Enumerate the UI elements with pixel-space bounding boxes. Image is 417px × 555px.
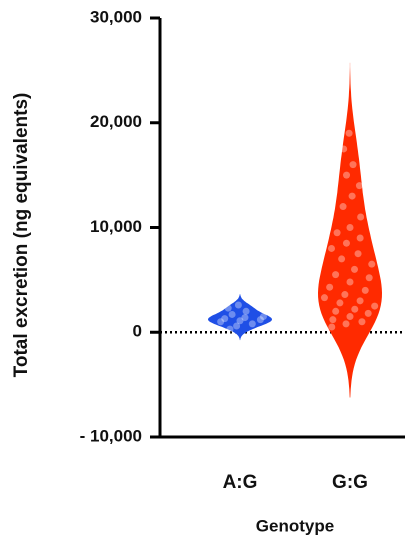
y-tick-label: - 10,000 <box>80 426 142 445</box>
data-point <box>217 318 225 326</box>
data-point <box>346 313 354 321</box>
data-point <box>357 213 365 221</box>
violin <box>208 294 272 341</box>
data-point <box>356 234 364 242</box>
data-point <box>340 145 348 153</box>
data-point <box>354 250 362 258</box>
data-point <box>329 316 337 324</box>
data-point <box>343 171 351 179</box>
data-point <box>342 239 350 247</box>
x-axis-label: Genotype <box>256 516 334 535</box>
data-point <box>248 320 256 328</box>
data-point <box>221 315 229 323</box>
data-point <box>364 309 372 317</box>
data-point <box>338 255 346 263</box>
data-point <box>233 322 241 330</box>
data-point <box>333 229 341 237</box>
y-tick-label: 20,000 <box>90 112 142 131</box>
y-tick-label: 10,000 <box>90 217 142 236</box>
data-point <box>356 297 364 305</box>
data-point <box>349 161 357 169</box>
data-point <box>242 307 250 315</box>
data-point <box>226 325 234 333</box>
data-point <box>332 307 340 315</box>
data-point <box>327 244 335 252</box>
data-point <box>326 283 334 291</box>
violin <box>318 62 382 398</box>
y-tick-label: 0 <box>133 322 142 341</box>
data-point <box>368 260 376 268</box>
data-point <box>336 299 344 307</box>
data-point <box>351 265 359 273</box>
data-point <box>358 318 366 326</box>
y-axis-label: Total excretion (ng equivalents) <box>11 93 32 378</box>
data-point <box>351 305 359 313</box>
data-point <box>320 294 328 302</box>
y-tick-label: 30,000 <box>90 7 142 26</box>
data-point <box>346 278 354 286</box>
data-point <box>256 316 264 324</box>
data-point <box>328 323 336 331</box>
data-point <box>346 224 354 231</box>
data-point <box>241 314 249 322</box>
data-point <box>332 271 340 279</box>
x-tick-label: G:G <box>332 472 368 493</box>
data-point <box>224 304 232 312</box>
data-point <box>228 310 236 318</box>
data-point <box>371 302 379 310</box>
data-point <box>341 291 349 299</box>
data-point <box>339 203 347 211</box>
data-point <box>348 192 356 200</box>
data-point <box>355 182 363 190</box>
x-tick-label: A:G <box>223 472 258 493</box>
data-point <box>234 301 242 309</box>
data-point <box>345 129 353 137</box>
data-point <box>236 317 244 325</box>
data-point <box>361 286 369 294</box>
data-point <box>259 313 267 321</box>
data-point <box>365 274 373 282</box>
legend-name: A:G <box>223 472 258 493</box>
legend-name: G:G <box>332 472 368 493</box>
data-point <box>342 320 350 328</box>
